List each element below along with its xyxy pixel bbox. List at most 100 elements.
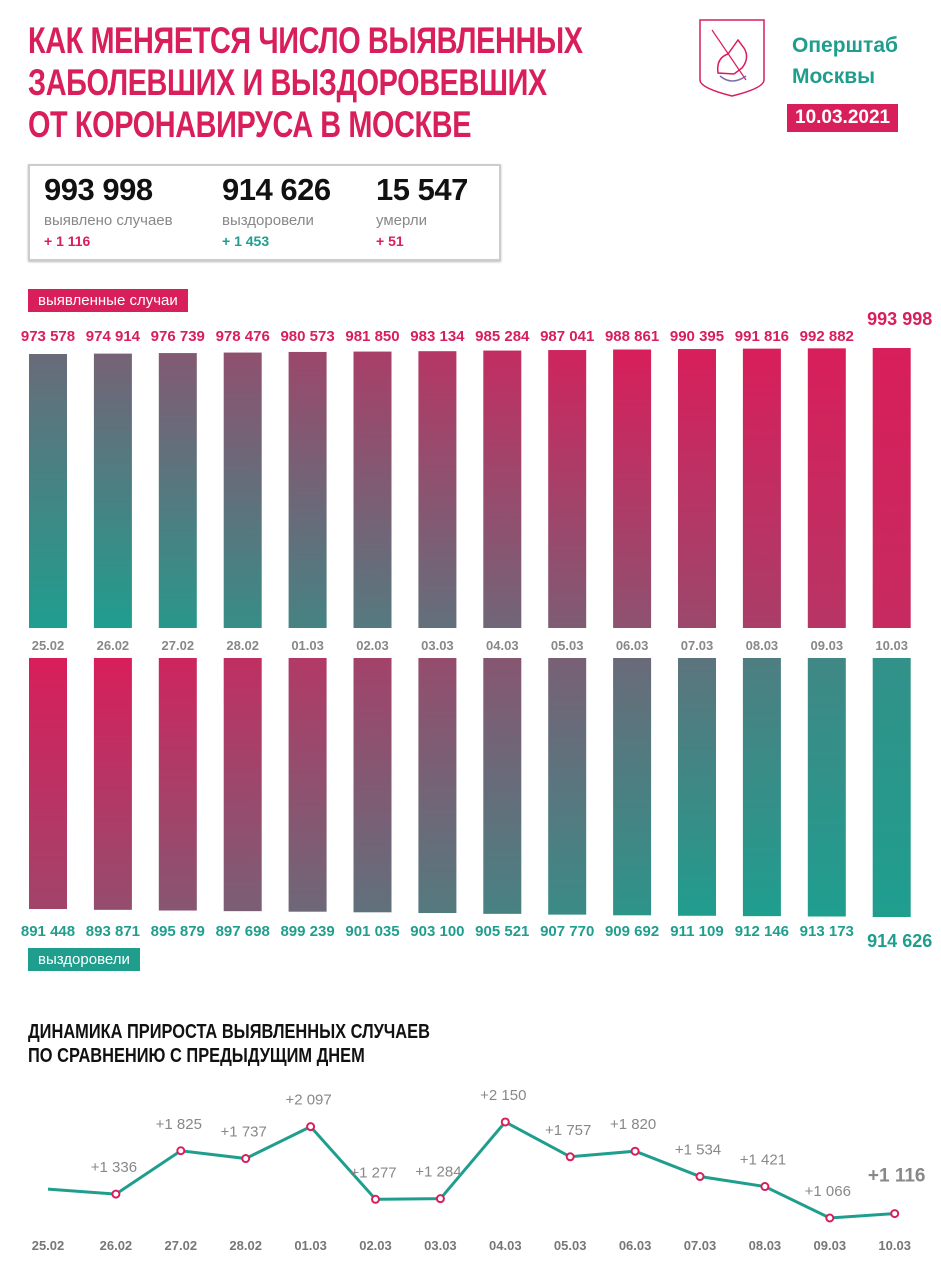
- cases-bar-label: 980 573: [280, 328, 334, 345]
- increase-point: [176, 1146, 186, 1156]
- line-date-label: 03.03: [424, 1238, 457, 1253]
- increase-point: [435, 1194, 445, 1204]
- increase-point: [695, 1172, 705, 1182]
- cases-bar-label: 981 850: [345, 328, 399, 345]
- cases-bar: [158, 353, 197, 628]
- recovered-bar: [548, 658, 587, 915]
- line-chart-title: ДИНАМИКА ПРИРОСТА ВЫЯВЛЕННЫХ СЛУЧАЕВ ПО …: [28, 1020, 430, 1068]
- recovered-bar-label: 897 698: [216, 923, 270, 940]
- date-label: 05.03: [551, 638, 584, 653]
- date-label: 07.03: [681, 638, 714, 653]
- recovered-bar-label: 905 521: [475, 923, 529, 940]
- increase-line: [47, 1120, 895, 1220]
- cases-bar: [29, 354, 67, 628]
- date-label: 26.02: [97, 638, 130, 653]
- recovered-bar-label: 914 626: [867, 931, 932, 951]
- cases-bar: [872, 348, 911, 628]
- cases-bar-label: 978 476: [216, 328, 270, 345]
- cases-chart-tag: выявленные случаи: [28, 289, 188, 312]
- increase-label: +1 336: [91, 1159, 137, 1176]
- date-label: 08.03: [746, 638, 779, 653]
- recovered-bar: [288, 658, 327, 912]
- line-date-label: 26.02: [100, 1238, 133, 1253]
- increase-label: +2 150: [480, 1087, 526, 1104]
- cases-bar-label: 992 882: [800, 328, 854, 345]
- line-date-label: 25.02: [32, 1238, 65, 1253]
- increase-label: +1 757: [545, 1122, 591, 1139]
- increase-label: +1 284: [415, 1164, 461, 1181]
- recovered-bar: [807, 658, 846, 917]
- increase-label: +1 820: [610, 1116, 656, 1133]
- date-label: 06.03: [616, 638, 649, 653]
- recovered-bar-label: 903 100: [410, 923, 464, 940]
- cases-bar-label: 988 861: [605, 328, 659, 345]
- recovered-bar-label: 913 173: [800, 923, 854, 940]
- stat-cases: 993 998 выявлено случаев + 1 116: [44, 172, 173, 249]
- line-date-label: 05.03: [554, 1238, 587, 1253]
- increase-point: [371, 1194, 380, 1204]
- increase-label: +1 737: [221, 1124, 267, 1141]
- increase-label: +1 534: [675, 1142, 721, 1159]
- cases-bar-label: 983 134: [410, 328, 465, 345]
- line-date-label: 28.02: [229, 1238, 262, 1253]
- stat-recovered: 914 626 выздоровели + 1 453: [222, 172, 331, 249]
- line-date-label: 04.03: [489, 1238, 522, 1253]
- stat-delta: + 51: [376, 233, 404, 249]
- stat-label: выявлено случаев: [44, 212, 173, 229]
- recovered-bar-label: 899 239: [280, 923, 334, 940]
- summary-box: 993 998 выявлено случаев + 1 116 914 626…: [28, 164, 501, 261]
- recovered-bar-label: 891 448: [21, 923, 75, 940]
- increase-label: +1 277: [350, 1164, 396, 1181]
- brand-name: Оперштаб Москвы: [792, 30, 898, 92]
- cases-bar: [288, 351, 327, 628]
- line-date-label: 01.03: [294, 1238, 327, 1253]
- recovered-bar: [158, 658, 197, 911]
- increase-point: [890, 1209, 900, 1219]
- cases-bar-label: 985 284: [475, 328, 530, 345]
- recovered-bar: [223, 658, 262, 912]
- line-date-label: 06.03: [619, 1238, 652, 1253]
- cases-bar-label: 976 739: [151, 328, 205, 345]
- title-line: ЗАБОЛЕВШИХ И ВЫЗДОРОВЕВШИХ: [28, 62, 547, 103]
- recovered-bar-label: 895 879: [151, 923, 205, 940]
- cases-bar-label: 993 998: [867, 309, 932, 329]
- date-label: 03.03: [421, 638, 454, 653]
- line-date-label: 02.03: [359, 1238, 392, 1253]
- line-date-label: 08.03: [749, 1238, 782, 1253]
- recovered-bar-label: 901 035: [345, 923, 399, 940]
- cases-bar-label: 991 816: [735, 328, 789, 345]
- stat-deaths: 15 547 умерли + 51: [376, 172, 468, 249]
- increase-point: [500, 1117, 510, 1127]
- recovered-bar-label: 909 692: [605, 923, 659, 940]
- cases-bar: [548, 350, 587, 628]
- increase-label: +1 825: [156, 1116, 202, 1133]
- line-date-label: 10.03: [878, 1238, 911, 1253]
- brand-line: Москвы: [792, 65, 876, 88]
- recovered-bar: [93, 658, 132, 910]
- stat-delta: + 1 116: [44, 233, 91, 249]
- recovered-bar-label: 907 770: [540, 923, 594, 940]
- stat-value: 15 547: [376, 172, 468, 207]
- date-label: 04.03: [486, 638, 519, 653]
- cases-bar: [223, 352, 262, 628]
- stat-value: 993 998: [44, 172, 153, 207]
- increase-label: +1 116: [868, 1166, 926, 1187]
- stat-label: выздоровели: [222, 212, 314, 229]
- date-label: 01.03: [291, 638, 324, 653]
- moscow-coat-of-arms-icon: [699, 19, 765, 97]
- increase-point: [306, 1122, 316, 1132]
- recovered-chart-tag: выздоровели: [28, 948, 140, 971]
- brand-line: Оперштаб: [792, 34, 898, 57]
- date-label: 25.02: [32, 638, 65, 653]
- recovered-bar: [613, 658, 652, 916]
- recovered-bar: [29, 658, 67, 909]
- line-date-label: 07.03: [684, 1238, 717, 1253]
- stat-delta: + 1 453: [222, 233, 270, 249]
- recovered-bar: [353, 658, 392, 913]
- increase-point: [111, 1189, 121, 1199]
- date-badge: 10.03.2021: [787, 104, 899, 132]
- recovered-bar-label: 911 109: [670, 923, 723, 940]
- increase-point: [630, 1146, 640, 1156]
- date-label: 02.03: [356, 638, 389, 653]
